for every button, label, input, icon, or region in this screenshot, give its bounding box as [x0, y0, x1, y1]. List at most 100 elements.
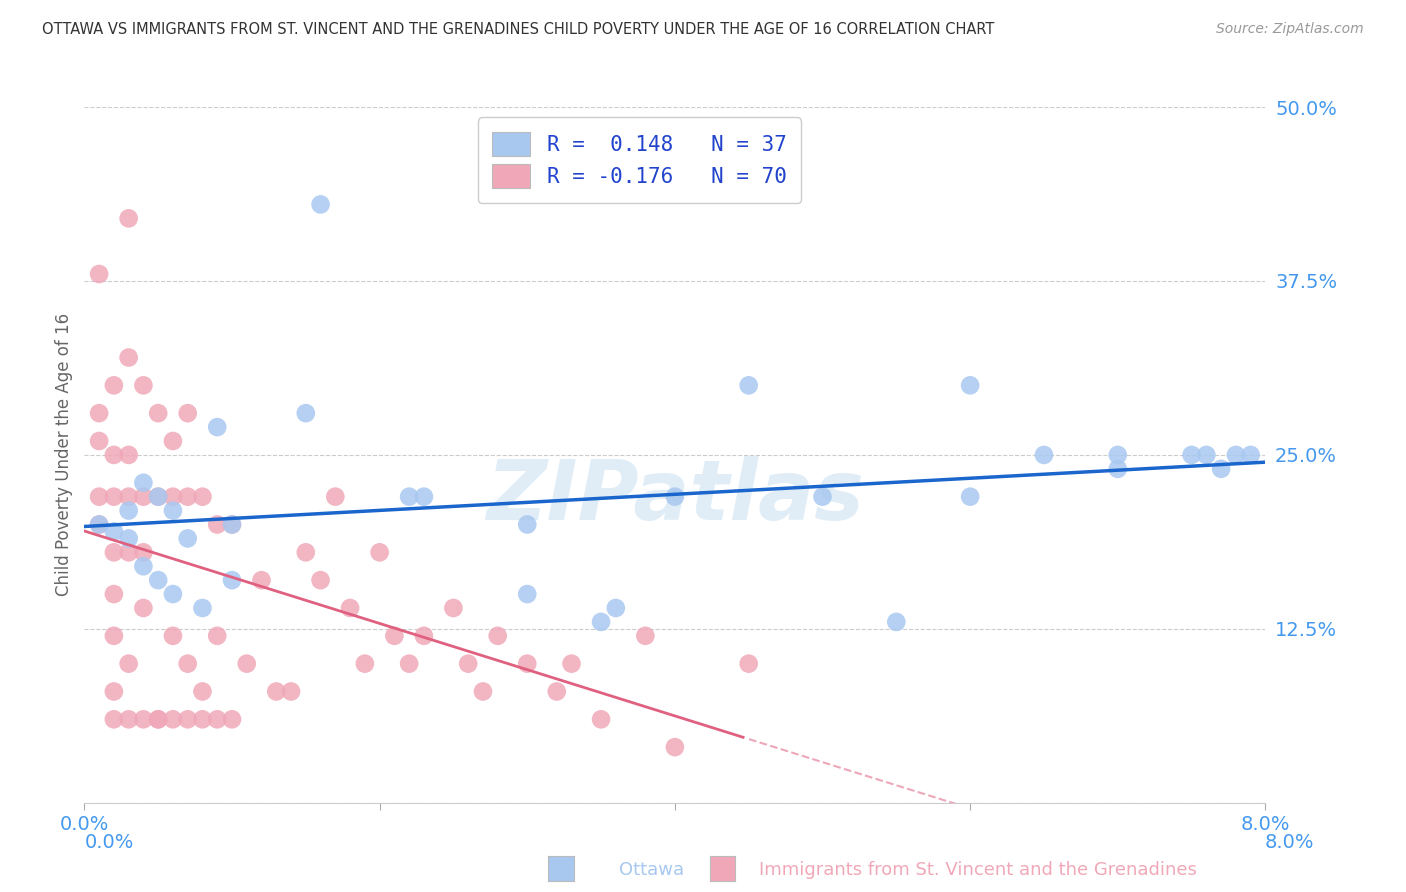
Point	[177, 712, 200, 726]
Point	[516, 587, 538, 601]
Point	[413, 490, 436, 504]
Point	[162, 712, 184, 726]
Point	[118, 532, 141, 546]
Point	[132, 475, 155, 490]
Point	[87, 490, 111, 504]
Point	[205, 420, 228, 434]
Text: Immigrants from St. Vincent and the Grenadines: Immigrants from St. Vincent and the Gren…	[759, 861, 1197, 879]
Point	[177, 532, 200, 546]
Point	[309, 197, 332, 211]
Point	[162, 490, 184, 504]
Point	[354, 657, 377, 671]
Text: 0.0%: 0.0%	[84, 833, 134, 853]
Point	[87, 434, 111, 448]
Point	[1032, 448, 1054, 462]
Point	[205, 517, 228, 532]
Point	[118, 712, 141, 726]
Point	[132, 545, 155, 559]
Point	[235, 657, 259, 671]
Point	[1240, 448, 1263, 462]
Point	[132, 559, 155, 574]
Point	[591, 615, 613, 629]
Legend: R =  0.148   N = 37, R = -0.176   N = 70: R = 0.148 N = 37, R = -0.176 N = 70	[478, 118, 801, 203]
Point	[605, 601, 627, 615]
Point	[443, 601, 465, 615]
Point	[413, 629, 436, 643]
Point	[103, 490, 125, 504]
Point	[103, 448, 125, 462]
Point	[132, 378, 155, 392]
Point	[280, 684, 302, 698]
Point	[1107, 448, 1129, 462]
Point	[148, 406, 170, 420]
Point	[205, 629, 228, 643]
Point	[87, 267, 111, 281]
Point	[591, 712, 613, 726]
Point	[1107, 462, 1129, 476]
Point	[118, 211, 141, 226]
Point	[205, 712, 228, 726]
Point	[177, 657, 200, 671]
Point	[132, 712, 155, 726]
Point	[103, 524, 125, 539]
Point	[87, 517, 111, 532]
Text: 8.0%: 8.0%	[1265, 833, 1315, 853]
Point	[309, 573, 332, 587]
Text: ZIPatlas: ZIPatlas	[486, 456, 863, 537]
Point	[737, 657, 759, 671]
Point	[103, 378, 125, 392]
Point	[148, 490, 170, 504]
Point	[295, 406, 318, 420]
Point	[368, 545, 391, 559]
Point	[221, 517, 243, 532]
Point	[664, 490, 686, 504]
Point	[221, 712, 243, 726]
Point	[516, 517, 538, 532]
Point	[87, 517, 111, 532]
Point	[177, 490, 200, 504]
Point	[457, 657, 479, 671]
Point	[1180, 448, 1202, 462]
Point	[1195, 448, 1218, 462]
Point	[191, 490, 214, 504]
Point	[382, 629, 406, 643]
Point	[1225, 448, 1247, 462]
Point	[132, 490, 155, 504]
Point	[737, 378, 759, 392]
Point	[118, 351, 141, 365]
Point	[634, 629, 657, 643]
Point	[132, 601, 155, 615]
Point	[162, 629, 184, 643]
Point	[546, 684, 568, 698]
Point	[339, 601, 361, 615]
Point	[118, 545, 141, 559]
Point	[162, 503, 184, 517]
Point	[560, 657, 583, 671]
Point	[191, 601, 214, 615]
Point	[486, 629, 509, 643]
Point	[398, 490, 420, 504]
Point	[162, 434, 184, 448]
Point	[87, 406, 111, 420]
Point	[148, 573, 170, 587]
Point	[295, 545, 318, 559]
Point	[162, 587, 184, 601]
Text: OTTAWA VS IMMIGRANTS FROM ST. VINCENT AND THE GRENADINES CHILD POVERTY UNDER THE: OTTAWA VS IMMIGRANTS FROM ST. VINCENT AN…	[42, 22, 994, 37]
Point	[516, 657, 538, 671]
Point	[118, 657, 141, 671]
Point	[959, 378, 981, 392]
Point	[323, 490, 347, 504]
Point	[191, 684, 214, 698]
Point	[264, 684, 288, 698]
Point	[118, 503, 141, 517]
Point	[221, 517, 243, 532]
Point	[886, 615, 908, 629]
Point	[148, 712, 170, 726]
Point	[103, 684, 125, 698]
Y-axis label: Child Poverty Under the Age of 16: Child Poverty Under the Age of 16	[55, 313, 73, 597]
Point	[103, 629, 125, 643]
Point	[118, 448, 141, 462]
Point	[191, 712, 214, 726]
Text: Source: ZipAtlas.com: Source: ZipAtlas.com	[1216, 22, 1364, 37]
Point	[221, 573, 243, 587]
